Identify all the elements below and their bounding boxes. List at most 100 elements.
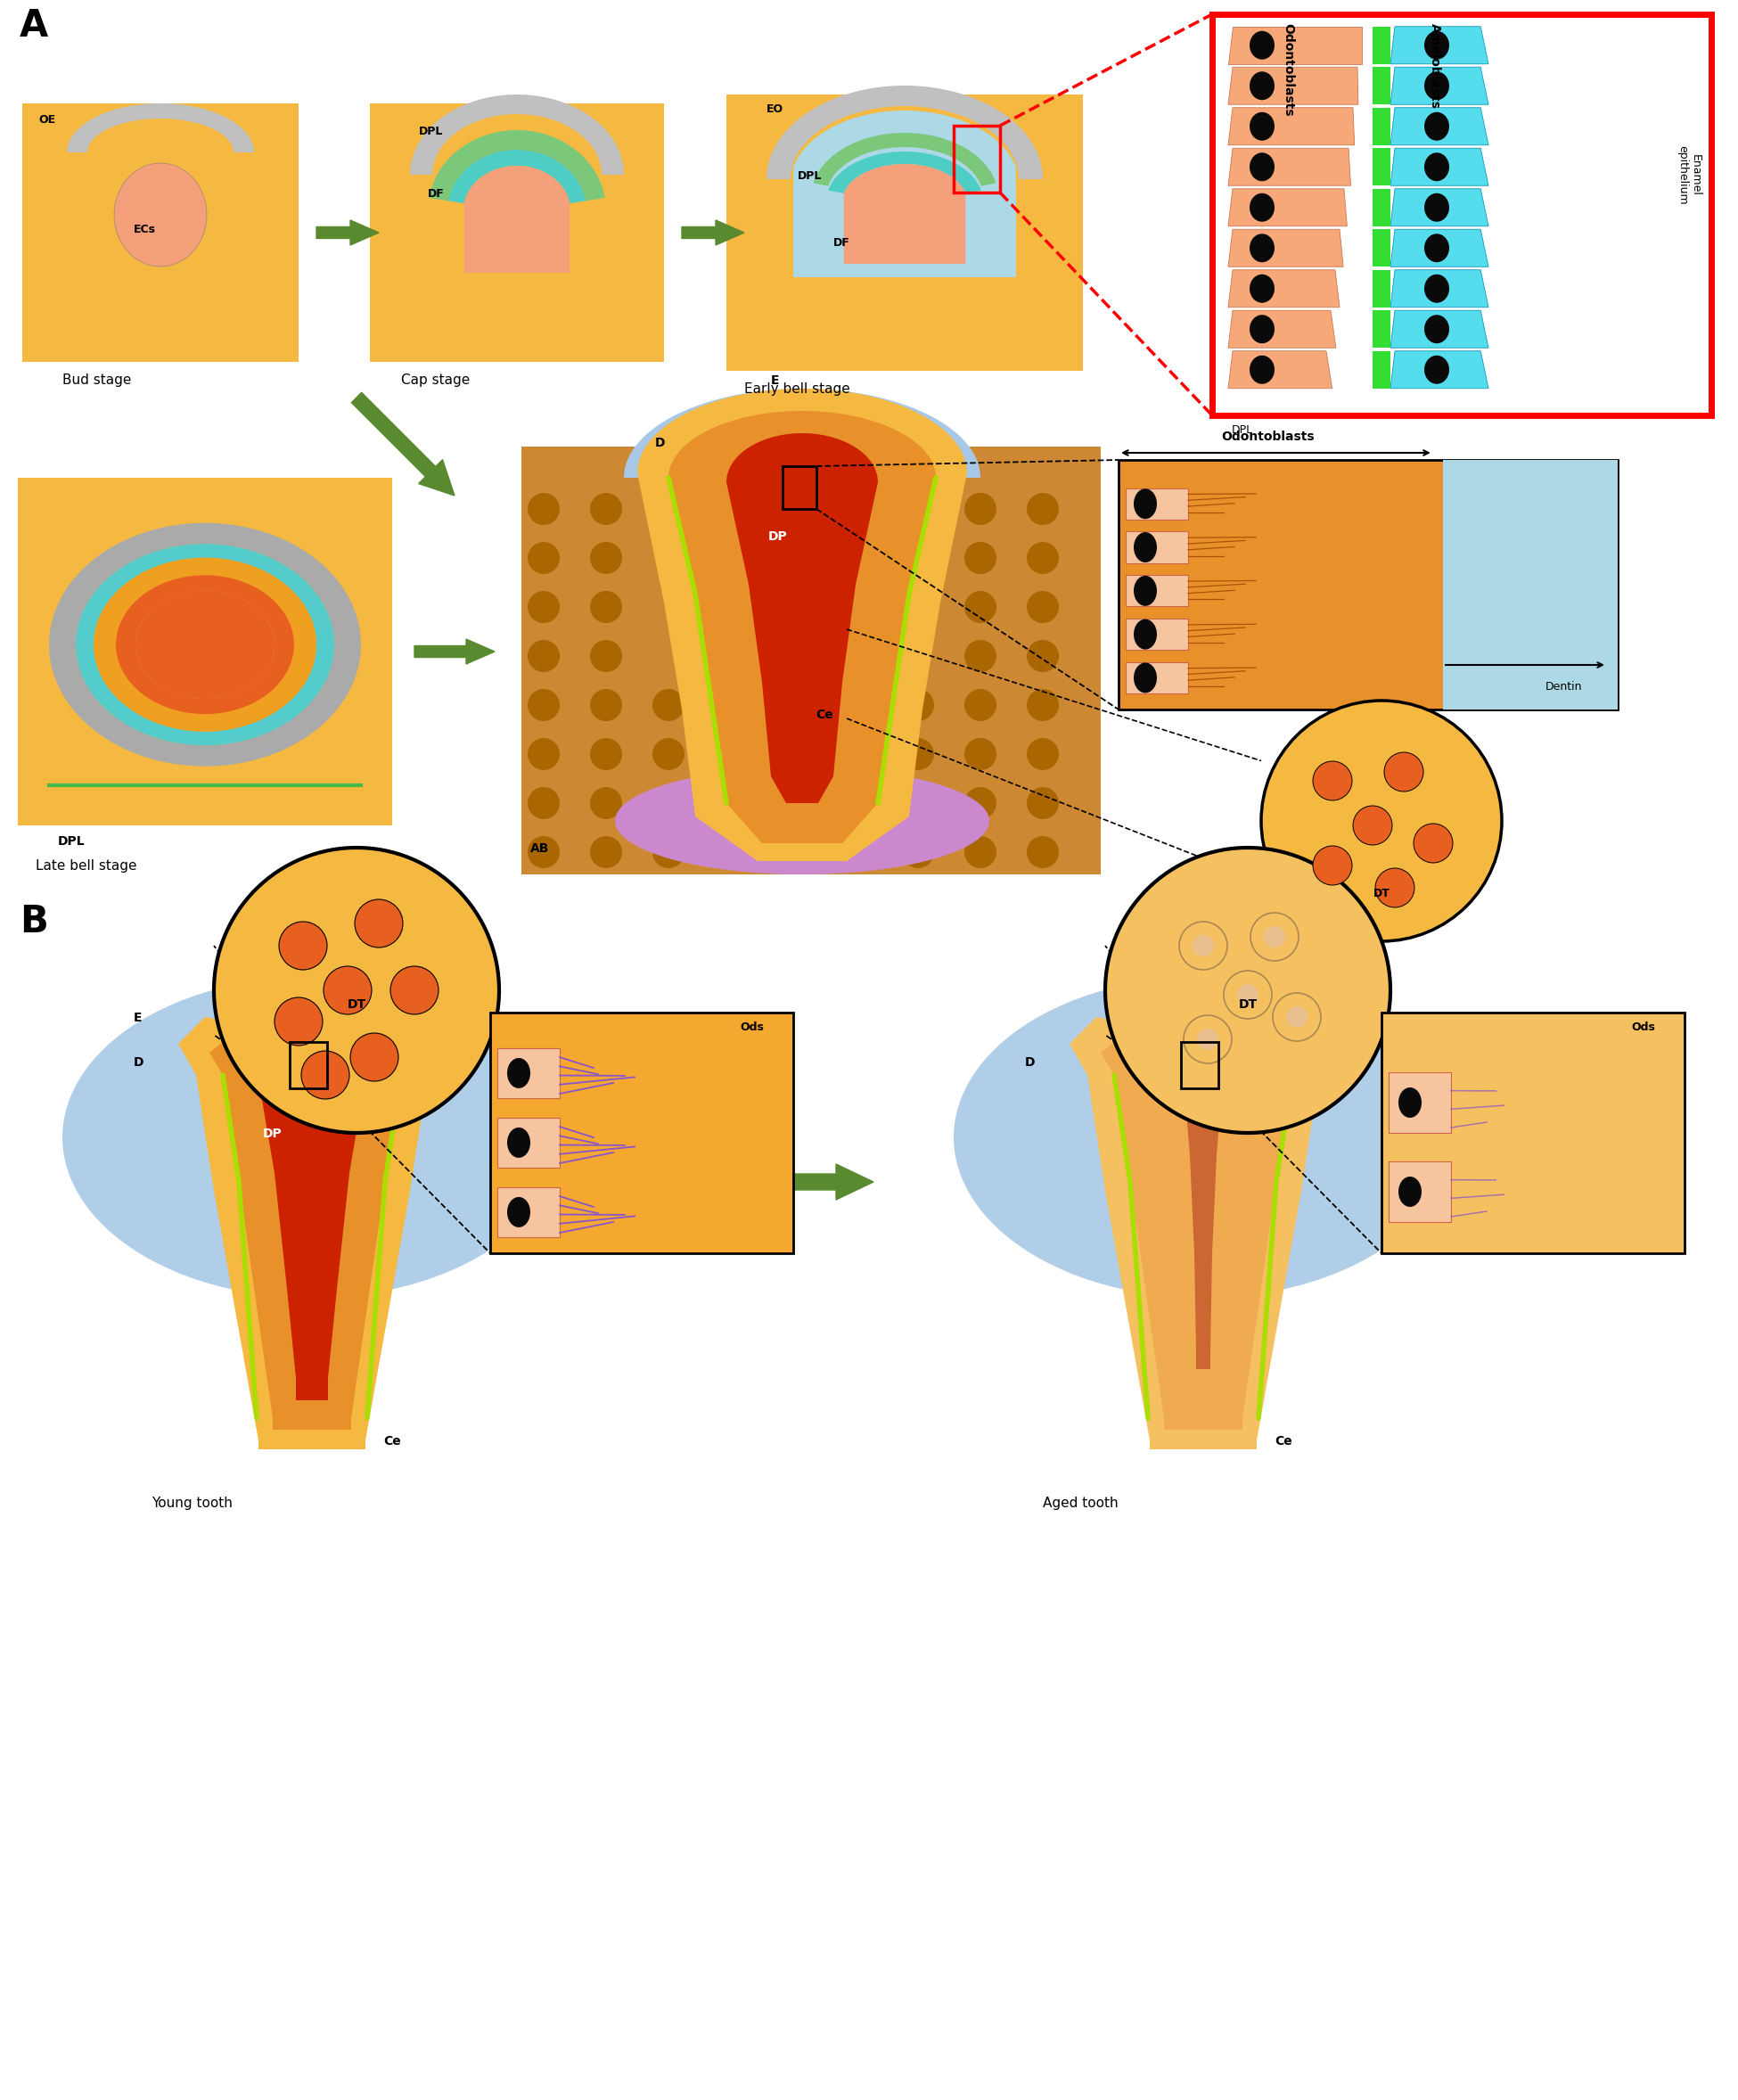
Circle shape — [714, 689, 747, 720]
FancyBboxPatch shape — [726, 94, 1083, 372]
Circle shape — [589, 689, 622, 720]
Polygon shape — [1390, 311, 1488, 349]
FancyBboxPatch shape — [1373, 149, 1390, 185]
Polygon shape — [94, 559, 316, 731]
Polygon shape — [638, 388, 966, 861]
Circle shape — [839, 689, 872, 720]
Circle shape — [589, 737, 622, 771]
Circle shape — [1192, 934, 1213, 956]
Polygon shape — [116, 575, 294, 714]
FancyBboxPatch shape — [1389, 1073, 1451, 1132]
Circle shape — [839, 788, 872, 819]
Circle shape — [1027, 836, 1058, 867]
Polygon shape — [1229, 229, 1343, 267]
Circle shape — [1312, 760, 1352, 800]
Circle shape — [1027, 493, 1058, 525]
Ellipse shape — [1423, 31, 1449, 59]
Circle shape — [965, 836, 996, 867]
Polygon shape — [410, 94, 624, 174]
Polygon shape — [429, 130, 605, 202]
Text: B: B — [19, 903, 49, 941]
Circle shape — [1027, 737, 1058, 771]
FancyBboxPatch shape — [17, 479, 393, 825]
Polygon shape — [1390, 351, 1488, 388]
Circle shape — [528, 590, 560, 624]
Text: DPL: DPL — [798, 170, 822, 183]
Text: OE: OE — [38, 113, 56, 126]
Circle shape — [528, 737, 560, 771]
FancyBboxPatch shape — [1119, 460, 1618, 710]
FancyBboxPatch shape — [1373, 351, 1390, 388]
Polygon shape — [1229, 67, 1357, 105]
FancyBboxPatch shape — [1211, 15, 1712, 416]
Circle shape — [1413, 823, 1453, 863]
Polygon shape — [843, 164, 966, 265]
Polygon shape — [793, 111, 1017, 277]
Polygon shape — [1178, 1063, 1229, 1369]
Circle shape — [589, 493, 622, 525]
Ellipse shape — [1250, 233, 1274, 262]
Polygon shape — [1390, 67, 1488, 105]
FancyBboxPatch shape — [1126, 575, 1189, 607]
Text: D: D — [1025, 1056, 1036, 1069]
Circle shape — [714, 836, 747, 867]
Circle shape — [528, 836, 560, 867]
Ellipse shape — [1423, 193, 1449, 223]
Polygon shape — [464, 166, 570, 273]
Circle shape — [1352, 806, 1392, 844]
Ellipse shape — [507, 1197, 530, 1226]
Text: Young tooth: Young tooth — [151, 1497, 233, 1510]
Circle shape — [777, 788, 810, 819]
Circle shape — [1105, 848, 1390, 1132]
Circle shape — [351, 1033, 398, 1082]
Circle shape — [280, 922, 327, 970]
Circle shape — [1027, 590, 1058, 624]
Circle shape — [777, 836, 810, 867]
Circle shape — [528, 493, 560, 525]
Circle shape — [652, 788, 685, 819]
Circle shape — [528, 788, 560, 819]
Circle shape — [777, 689, 810, 720]
FancyBboxPatch shape — [23, 103, 299, 361]
FancyBboxPatch shape — [1373, 27, 1390, 63]
FancyBboxPatch shape — [1373, 311, 1390, 349]
Polygon shape — [624, 388, 980, 479]
FancyArrow shape — [681, 220, 744, 246]
Ellipse shape — [1250, 275, 1274, 302]
Text: DP: DP — [768, 531, 787, 542]
FancyBboxPatch shape — [497, 1117, 560, 1168]
Polygon shape — [76, 544, 334, 746]
Text: DT: DT — [1373, 888, 1390, 899]
Text: Ameloblasts: Ameloblasts — [1429, 23, 1441, 109]
Circle shape — [528, 542, 560, 573]
Polygon shape — [136, 590, 275, 699]
FancyBboxPatch shape — [1373, 229, 1390, 267]
Text: A: A — [19, 6, 49, 44]
FancyBboxPatch shape — [1126, 531, 1189, 563]
Ellipse shape — [1399, 1088, 1422, 1117]
Circle shape — [1237, 985, 1258, 1006]
FancyBboxPatch shape — [490, 1012, 793, 1254]
Circle shape — [902, 788, 933, 819]
Circle shape — [1312, 846, 1352, 884]
Polygon shape — [1390, 271, 1488, 307]
Text: DT: DT — [348, 997, 367, 1010]
Circle shape — [301, 1050, 349, 1098]
Text: Aged tooth: Aged tooth — [1043, 1497, 1118, 1510]
Polygon shape — [115, 164, 207, 267]
FancyBboxPatch shape — [1382, 1012, 1684, 1254]
Ellipse shape — [1423, 153, 1449, 181]
Circle shape — [1027, 689, 1058, 720]
Circle shape — [589, 640, 622, 672]
Text: AB: AB — [530, 842, 549, 855]
Ellipse shape — [954, 976, 1453, 1298]
Polygon shape — [766, 86, 1043, 178]
Polygon shape — [1069, 1016, 1337, 1449]
Circle shape — [1027, 640, 1058, 672]
Circle shape — [652, 737, 685, 771]
FancyBboxPatch shape — [1126, 662, 1189, 693]
Circle shape — [714, 788, 747, 819]
Text: Cap stage: Cap stage — [401, 374, 469, 386]
Circle shape — [528, 689, 560, 720]
Circle shape — [1375, 867, 1415, 907]
